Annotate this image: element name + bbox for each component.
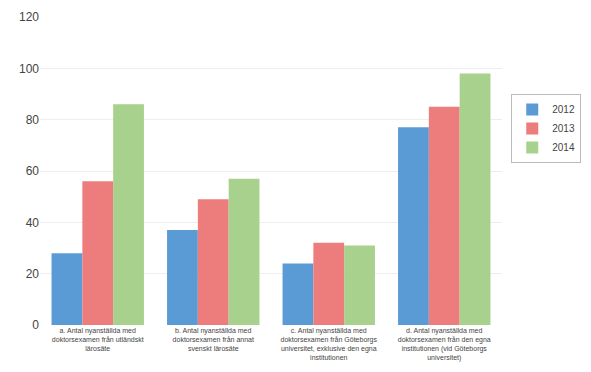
- svg-text:2014: 2014: [552, 142, 575, 153]
- svg-text:d. Antal nyanställda meddoktor: d. Antal nyanställda meddoktorsexamen fr…: [398, 327, 491, 362]
- svg-text:40: 40: [26, 216, 40, 230]
- svg-text:c. Antal nyanställda meddoktor: c. Antal nyanställda meddoktorsexamen fr…: [281, 327, 378, 361]
- svg-text:2012: 2012: [552, 104, 575, 115]
- svg-text:b. Antal nyanställda meddoktor: b. Antal nyanställda meddoktorsexamen fr…: [173, 327, 254, 352]
- svg-text:80: 80: [26, 113, 40, 127]
- svg-text:60: 60: [26, 164, 40, 178]
- svg-text:a. Antal nyanställda meddoktor: a. Antal nyanställda meddoktorsexamen fr…: [52, 327, 144, 352]
- svg-text:20: 20: [26, 267, 40, 281]
- svg-text:120: 120: [19, 10, 39, 24]
- svg-text:0: 0: [32, 318, 39, 332]
- svg-text:2013: 2013: [552, 123, 575, 134]
- svg-text:100: 100: [19, 62, 39, 76]
